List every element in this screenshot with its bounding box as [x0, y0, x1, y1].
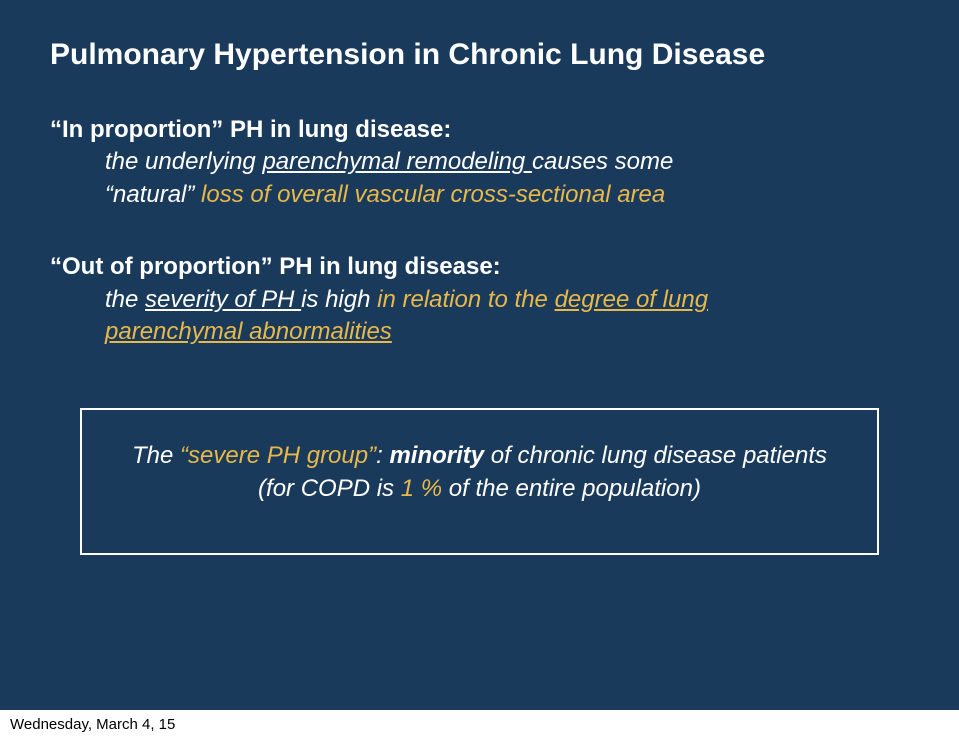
- callout-b: “severe PH group”: [180, 442, 376, 469]
- section1-line3: “natural” loss of overall vascular cross…: [50, 179, 909, 211]
- section1-lead-rest: PH in lung disease:: [223, 116, 451, 143]
- callout-a: The: [132, 442, 180, 469]
- callout-h: of the entire population): [442, 475, 701, 502]
- slide: Pulmonary Hypertension in Chronic Lung D…: [0, 0, 959, 710]
- section-in-proportion: “In proportion” PH in lung disease: the …: [50, 114, 909, 211]
- callout-line2: (for COPD is 1 % of the entire populatio…: [106, 473, 853, 505]
- section1-line2-c: causes some: [532, 148, 673, 175]
- section2-line2-b: severity of PH: [145, 286, 301, 313]
- section1-line2: the underlying parenchymal remodeling ca…: [50, 146, 909, 178]
- section2-line3-a: parenchymal abnormalities: [105, 318, 392, 345]
- section-out-of-proportion: “Out of proportion” PH in lung disease: …: [50, 251, 909, 348]
- section2-line2-e: degree of lung: [555, 286, 708, 313]
- section2-line2: the severity of PH is high in relation t…: [50, 284, 909, 316]
- section2-line3: parenchymal abnormalities: [50, 316, 909, 348]
- callout-line1: The “severe PH group”: minority of chron…: [106, 440, 853, 472]
- section2-line2-d: in relation to the: [377, 286, 554, 313]
- callout-e: of chronic lung disease patients: [484, 442, 827, 469]
- section1-line2-b: parenchymal remodeling: [262, 148, 531, 175]
- section2-lead-rest: PH in lung disease:: [273, 253, 501, 280]
- section1-line3-b: loss of overall vascular cross-sectional…: [201, 181, 665, 208]
- section2-heading: “Out of proportion” PH in lung disease:: [50, 251, 909, 283]
- callout-box: The “severe PH group”: minority of chron…: [80, 408, 879, 555]
- callout-d: minority: [389, 442, 484, 469]
- section1-lead-quoted: “In proportion”: [50, 116, 223, 143]
- section1-line2-a: the underlying: [105, 148, 262, 175]
- footer-date: Wednesday, March 4, 15: [0, 710, 959, 742]
- section2-line2-a: the: [105, 286, 145, 313]
- callout-c: :: [376, 442, 389, 469]
- section1-line3-a: “natural”: [105, 181, 201, 208]
- section2-lead-quoted: “Out of proportion”: [50, 253, 273, 280]
- section1-heading: “In proportion” PH in lung disease:: [50, 114, 909, 146]
- callout-f: (for COPD is: [258, 475, 401, 502]
- callout-g: 1 %: [401, 475, 442, 502]
- section2-line2-c: is high: [301, 286, 377, 313]
- slide-title: Pulmonary Hypertension in Chronic Lung D…: [50, 38, 909, 72]
